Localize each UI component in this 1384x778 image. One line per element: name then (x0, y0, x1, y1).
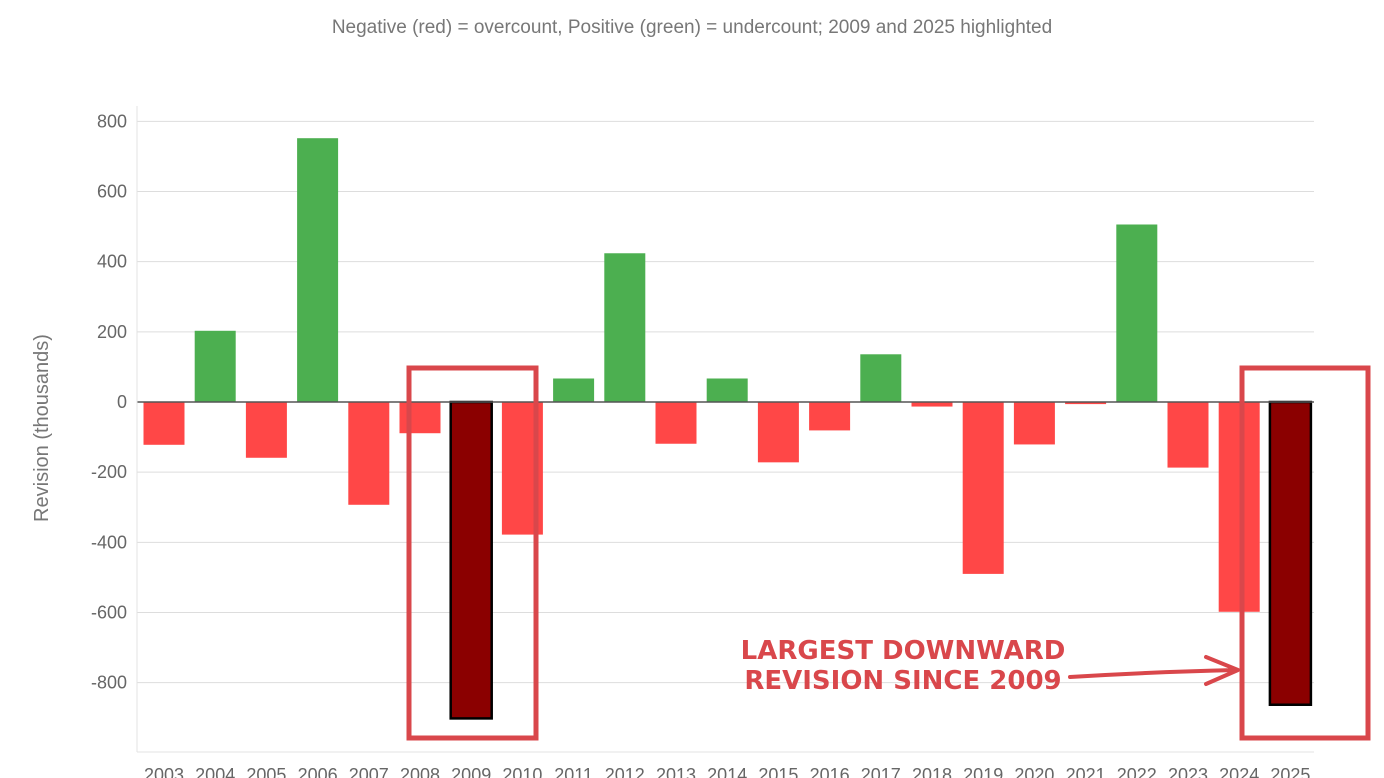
x-tick-label: 2013 (656, 765, 696, 778)
bar-2019 (962, 402, 1004, 574)
y-tick-label: 600 (97, 182, 127, 202)
bar-2011 (553, 378, 595, 402)
bar-2021 (1065, 402, 1107, 405)
x-tick-label: 2003 (144, 765, 184, 778)
x-tick-label: 2020 (1014, 765, 1054, 778)
x-tick-label: 2024 (1219, 765, 1259, 778)
y-tick-label: -600 (91, 602, 127, 622)
bar-2009 (449, 400, 493, 720)
x-tick-label: 2025 (1270, 765, 1310, 778)
bar-2013 (655, 402, 697, 444)
x-tick-labels: 2003 2004 2005 2006 2007 2008 2009 2010 2011 2012… (144, 765, 1310, 778)
bars (143, 138, 1313, 720)
annotation-arrow (1068, 655, 1240, 686)
chart-subtitle: Negative (red) = overcount, Positive (gr… (331, 17, 1053, 38)
x-tick-label: 2023 (1168, 765, 1208, 778)
y-tick-label: 800 (97, 111, 127, 131)
x-tick-label: 2016 (810, 765, 850, 778)
bar-2020 (1013, 402, 1055, 445)
y-tick-labels: 800 600 400 200 0 -200 -400 -600 -800 (91, 111, 127, 692)
bar-2024 (1218, 402, 1260, 612)
bar-2023 (1167, 402, 1209, 468)
x-tick-label: 2022 (1117, 765, 1157, 778)
bar-2017 (860, 354, 902, 402)
bar-2015 (757, 402, 799, 463)
x-tick-label: 2015 (758, 765, 798, 778)
x-tick-label: 2008 (400, 765, 440, 778)
y-tick-label: -400 (91, 532, 127, 552)
highlight-box-2025 (1239, 365, 1371, 741)
x-tick-label: 2005 (246, 765, 286, 778)
bar-2005 (245, 402, 287, 458)
x-tick-label: 2014 (707, 765, 747, 778)
annotation-line-1: LARGEST DOWNWARD (741, 636, 1066, 666)
x-tick-label: 2006 (298, 765, 338, 778)
y-tick-label: 400 (97, 252, 127, 272)
bar-2016 (809, 402, 851, 431)
y-tick-label: 200 (97, 322, 127, 342)
x-tick-label: 2021 (1066, 765, 1106, 778)
highlight-box-2009 (406, 365, 539, 741)
bar-2018 (911, 402, 953, 407)
annotation-line-2: REVISION SINCE 2009 (744, 666, 1061, 696)
bar-2003 (143, 402, 185, 445)
bar-2025 (1268, 400, 1313, 706)
bar-2006 (297, 138, 339, 402)
y-tick-label: 0 (117, 392, 127, 412)
bar-2004 (194, 330, 236, 402)
x-tick-label: 2009 (451, 765, 491, 778)
bar-2012 (604, 253, 646, 402)
y-tick-label: -200 (91, 462, 127, 482)
bar-2014 (706, 378, 748, 402)
y-tick-label: -800 (91, 673, 127, 693)
x-tick-label: 2012 (605, 765, 645, 778)
bar-2007 (348, 402, 390, 505)
x-tick-label: 2019 (963, 765, 1003, 778)
annotation: LARGEST DOWNWARD REVISION SINCE 2009 (406, 365, 1371, 741)
x-tick-label: 2007 (349, 765, 389, 778)
x-tick-label: 2017 (861, 765, 901, 778)
y-axis-label: Revision (thousands) (31, 334, 53, 522)
x-tick-label: 2011 (554, 765, 593, 778)
bar-2022 (1116, 224, 1158, 402)
x-tick-label: 2004 (195, 765, 235, 778)
x-tick-label: 2010 (502, 765, 542, 778)
x-tick-label: 2018 (912, 765, 952, 778)
bar-2008 (399, 402, 441, 434)
